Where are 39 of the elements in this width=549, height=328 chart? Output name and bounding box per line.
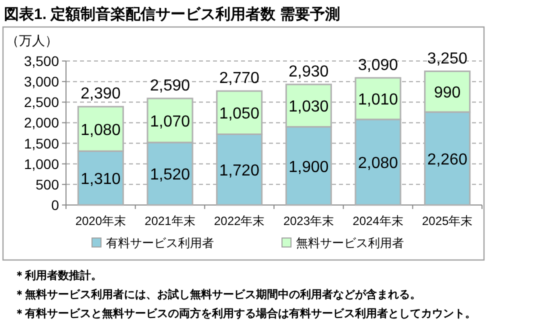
data-label: 990 — [434, 84, 461, 102]
y-tick-label: 0 — [51, 197, 60, 213]
y-tick-label: 500 — [36, 176, 60, 192]
y-tick-label: 3,000 — [24, 74, 60, 90]
x-tick-label: 2024年末 — [352, 214, 404, 228]
y-tick-label: 1,500 — [24, 135, 60, 152]
total-label: 2,390 — [80, 86, 121, 103]
legend-label: 無料サービス利用者 — [296, 236, 404, 250]
y-tick-label: 3,500 — [24, 53, 60, 69]
data-label: 2,260 — [427, 152, 468, 169]
total-label: 3,090 — [358, 56, 398, 74]
data-label: 1,310 — [80, 171, 121, 188]
chart-title: 図表1. 定額制音楽配信サービス利用者数 需要予測 — [4, 5, 340, 23]
data-label: 1,520 — [150, 166, 190, 184]
data-label: 1,080 — [80, 122, 121, 139]
data-label: 1,050 — [219, 106, 260, 123]
total-label: 3,250 — [427, 50, 468, 68]
data-label: 1,070 — [150, 113, 190, 130]
total-label: 2,590 — [150, 77, 190, 94]
text: ＊利用者数推計。 — [14, 269, 102, 282]
total-label: 2,770 — [219, 70, 260, 88]
text: ＊有料サービスと無料サービスの両方を利用する場合は有料サービス利用者としてカウント。 — [14, 307, 476, 320]
legend-label: 有料サービス利用者 — [106, 236, 214, 250]
data-label: 1,900 — [288, 158, 329, 176]
data-label: 1,010 — [358, 92, 398, 109]
text: ＊無料サービス利用者には、お試し無料サービス期間中の利用者などが含まれる。 — [14, 288, 421, 301]
x-tick-label: 2022年末 — [214, 214, 265, 228]
x-tick-label: 2021年末 — [144, 214, 196, 228]
x-tick-label: 2023年末 — [283, 214, 334, 228]
y-axis-title: （万人） — [6, 33, 58, 48]
data-label: 2,080 — [358, 155, 398, 172]
total-label: 2,930 — [288, 63, 329, 80]
x-tick-label: 2025年末 — [422, 214, 473, 228]
y-tick-label: 2,500 — [24, 94, 60, 110]
data-label: 1,030 — [288, 98, 329, 116]
y-tick-label: 2,000 — [24, 114, 60, 131]
x-tick-label: 2020年末 — [75, 214, 126, 228]
y-tick-label: 1,000 — [24, 156, 60, 172]
data-label: 1,720 — [219, 162, 260, 180]
